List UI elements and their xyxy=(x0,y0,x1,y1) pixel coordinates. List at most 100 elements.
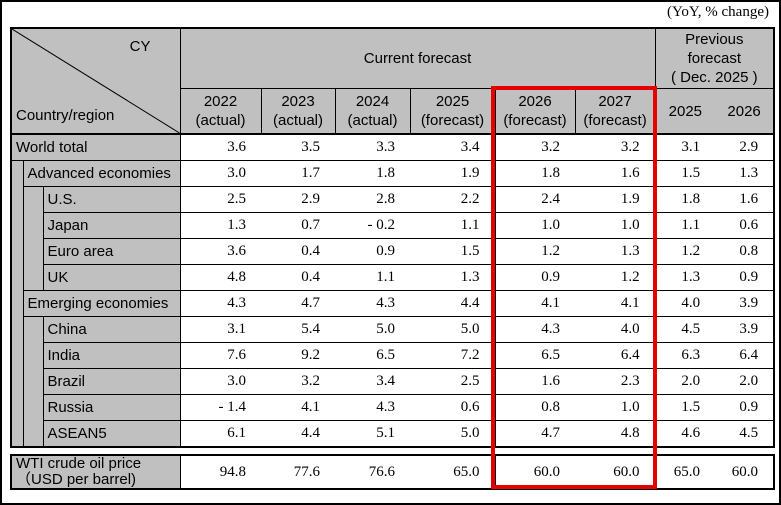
table-row: India 7.6 9.2 6.5 7.2 6.5 6.4 6.3 6.4 xyxy=(11,342,775,369)
year-column-header: 2022 (actual) xyxy=(179,88,261,135)
table-row: Russia - 1.4 4.1 4.3 0.6 0.8 1.0 1.5 0.9 xyxy=(11,394,775,421)
value-cell: 6.5 xyxy=(494,342,575,369)
value-cell: - 1.4 xyxy=(180,394,261,421)
value-cell: 4.3 xyxy=(494,316,575,343)
previous-forecast-header: Previous forecast ( Dec. 2025 ) xyxy=(654,28,775,89)
value-cell: 1.5 xyxy=(654,394,716,421)
table-row: Advanced economies 3.0 1.7 1.8 1.9 1.8 1.6 1.5 1… xyxy=(11,160,775,448)
value-cell: 4.8 xyxy=(575,420,656,448)
indent-gutter xyxy=(23,316,44,448)
value-cell: 6.4 xyxy=(575,342,656,369)
corner-country-region-label: Country/region xyxy=(16,107,115,124)
value-cell: 7.6 xyxy=(180,342,261,369)
value-cell: 0.4 xyxy=(261,238,335,265)
diagonal-line xyxy=(12,29,180,133)
value-cell: - 0.2 xyxy=(335,212,410,239)
table-row: Emerging economies 4.3 4.7 4.3 4.4 4.1 4.1 4.0 3… xyxy=(11,290,775,317)
forecast-table: CY Country/region Current forecast Previ… xyxy=(10,27,776,448)
value-cell: 3.0 xyxy=(180,160,261,187)
value-cell: 0.6 xyxy=(410,394,495,421)
value-cell: 2.2 xyxy=(410,186,495,213)
value-cell: 1.9 xyxy=(410,160,495,187)
wti-value-cell: 77.6 xyxy=(293,463,320,480)
year-column-header: 2027 (forecast) xyxy=(574,88,656,135)
value-cell: 5.1 xyxy=(335,420,410,448)
table-row: Brazil 3.0 3.2 3.4 2.5 1.6 2.3 2.0 2.0 xyxy=(11,368,775,395)
value-cell: 4.7 xyxy=(261,290,335,317)
value-cell: 6.4 xyxy=(715,342,775,369)
table-row: Euro area 3.6 0.4 0.9 1.5 1.2 1.3 1.2 0.8 xyxy=(11,238,775,265)
value-cell: 4.1 xyxy=(261,394,335,421)
table-row: China 3.1 5.4 5.0 5.0 4.3 4.0 4.5 3.9 xyxy=(11,316,775,448)
value-cell: 3.2 xyxy=(494,134,575,161)
value-cell: 1.1 xyxy=(410,212,495,239)
year-label: 2024 xyxy=(355,93,390,110)
row-label: Advanced economies xyxy=(23,160,181,187)
year-sub-label: (forecast) xyxy=(583,112,647,129)
year-column-header: 2025 (forecast) xyxy=(409,88,495,135)
value-cell: 4.3 xyxy=(335,394,410,421)
indent-gutter xyxy=(23,186,44,291)
value-cell: 1.2 xyxy=(575,264,656,291)
value-cell: 1.5 xyxy=(410,238,495,265)
value-cell: 2.5 xyxy=(410,368,495,395)
value-cell: 6.1 xyxy=(180,420,261,448)
value-cell: 5.0 xyxy=(410,420,495,448)
wti-value-cell: 65.0 xyxy=(453,463,480,480)
year-sub-label: (actual) xyxy=(272,112,324,129)
value-cell: 3.2 xyxy=(261,368,335,395)
previous-year-column-header: 2026 xyxy=(715,88,775,135)
value-cell: 3.4 xyxy=(335,368,410,395)
value-cell: 2.0 xyxy=(715,368,775,395)
value-cell: 0.8 xyxy=(494,394,575,421)
value-cell: 4.5 xyxy=(654,316,716,343)
value-cell: 1.6 xyxy=(715,186,775,213)
wti-row: WTI crude oil price （USD per barrel) 94.… xyxy=(11,455,774,489)
value-cell: 1.0 xyxy=(575,394,656,421)
value-cell: 4.4 xyxy=(261,420,335,448)
value-cell: 1.0 xyxy=(494,212,575,239)
value-cell: 1.3 xyxy=(715,160,775,187)
value-cell: 2.5 xyxy=(180,186,261,213)
value-cell: 0.9 xyxy=(715,264,775,291)
value-cell: 1.3 xyxy=(180,212,261,239)
value-cell: 4.4 xyxy=(410,290,495,317)
indent-gutter xyxy=(11,160,24,448)
year-column-header: 2026 (forecast) xyxy=(494,88,575,135)
corner-wrap: CY Country/region xyxy=(12,29,180,133)
value-cell: 3.1 xyxy=(180,316,261,343)
row-label: India xyxy=(43,342,181,369)
value-cell: 4.3 xyxy=(180,290,261,317)
wti-value-cell: 60.0 xyxy=(494,455,575,489)
value-cell: 1.1 xyxy=(335,264,410,291)
value-cell: 3.9 xyxy=(715,316,775,343)
value-cell: 0.6 xyxy=(715,212,775,239)
wti-value-cell: 76.6 xyxy=(368,463,395,480)
wti-value-cell: 94.8 xyxy=(219,463,246,480)
value-cell: 4.5 xyxy=(715,420,775,448)
year-column-header: 2023 (actual) xyxy=(260,88,335,135)
row-label: U.S. xyxy=(43,186,181,213)
value-cell: 4.3 xyxy=(335,290,410,317)
value-cell: 3.0 xyxy=(180,368,261,395)
year-sub-label: (actual) xyxy=(195,112,246,129)
wti-value-cell: 60.0 xyxy=(613,463,640,480)
value-cell: 2.9 xyxy=(715,134,775,161)
value-cell: 1.8 xyxy=(654,186,716,213)
value-cell: 1.7 xyxy=(261,160,335,187)
value-cell: 0.9 xyxy=(335,238,410,265)
year-label: 2025 xyxy=(435,93,470,110)
value-cell: 0.9 xyxy=(715,394,775,421)
value-cell: 0.8 xyxy=(715,238,775,265)
value-cell: 2.3 xyxy=(575,368,656,395)
value-cell: 2.0 xyxy=(654,368,716,395)
value-cell: 1.3 xyxy=(410,264,495,291)
value-cell: 3.1 xyxy=(654,134,716,161)
current-forecast-header: Current forecast xyxy=(179,28,656,89)
value-cell: 2.8 xyxy=(335,186,410,213)
year-column-header: 2024 (actual) xyxy=(334,88,410,135)
header-row-groups: CY Country/region Current forecast Previ… xyxy=(11,28,775,135)
value-cell: 1.2 xyxy=(494,238,575,265)
value-cell: 5.0 xyxy=(410,316,495,343)
year-sub-label: (actual) xyxy=(347,112,398,129)
